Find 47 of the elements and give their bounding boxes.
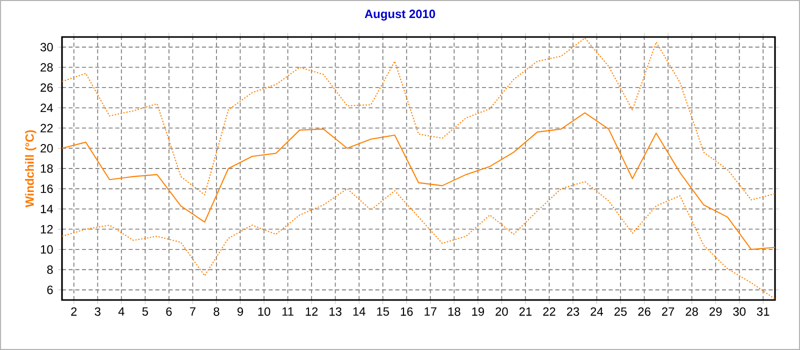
- x-tick-label: 18: [448, 307, 460, 316]
- x-tick-label: 21: [519, 307, 532, 316]
- x-tick-label: 6: [166, 307, 172, 316]
- x-tick-label: 19: [472, 307, 484, 316]
- y-tick-label: 24: [40, 104, 53, 112]
- x-tick-label: 2: [71, 307, 77, 316]
- line-series: [62, 37, 776, 200]
- y-axis-title: Windchill (°C): [25, 130, 36, 208]
- x-tick-label: 15: [377, 307, 389, 316]
- x-tick-label: 4: [118, 307, 124, 316]
- y-tick-label: 18: [40, 164, 53, 173]
- x-tick-label: 16: [400, 307, 413, 316]
- x-tick-label: 27: [662, 307, 674, 316]
- line-series: [62, 112, 776, 250]
- x-tick-label: 24: [590, 307, 604, 316]
- y-tick-label: 16: [40, 184, 53, 193]
- y-tick-label: 14: [40, 204, 53, 214]
- x-tick-label: 23: [566, 307, 580, 316]
- y-tick-label: 6: [47, 286, 53, 294]
- x-tick-label: 7: [190, 307, 196, 316]
- x-tick-label: 26: [638, 307, 650, 316]
- x-tick-label: 31: [756, 307, 770, 316]
- y-tick-label: 30: [40, 42, 53, 52]
- x-tick-label: 28: [686, 307, 698, 316]
- x-tick-label: 22: [543, 307, 556, 316]
- x-tick-label: 25: [614, 307, 627, 316]
- x-tick-label: 3: [94, 307, 100, 316]
- x-tick-label: 10: [258, 307, 270, 316]
- x-tick-label: 13: [330, 307, 342, 316]
- x-tick-label: 20: [496, 307, 508, 316]
- y-tick-label: 22: [40, 124, 53, 132]
- x-tick-label: 12: [306, 307, 318, 316]
- chart-title: August 2010: [364, 10, 436, 21]
- x-tick-label: 29: [710, 307, 722, 316]
- x-tick-label: 14: [353, 307, 366, 316]
- y-tick-label: 26: [40, 83, 53, 92]
- x-tick-label: 30: [733, 307, 746, 316]
- x-tick-label: 17: [424, 307, 436, 316]
- x-tick-label: 8: [214, 307, 220, 316]
- y-tick-label: 12: [40, 225, 53, 234]
- x-tick-label: 5: [142, 307, 148, 316]
- x-tick-label: 11: [282, 307, 294, 316]
- y-tick-label: 28: [40, 63, 53, 72]
- y-tick-label: 10: [40, 245, 53, 254]
- x-tick-label: 9: [237, 307, 244, 316]
- y-tick-label: 8: [47, 265, 53, 274]
- y-tick-label: 20: [40, 144, 53, 153]
